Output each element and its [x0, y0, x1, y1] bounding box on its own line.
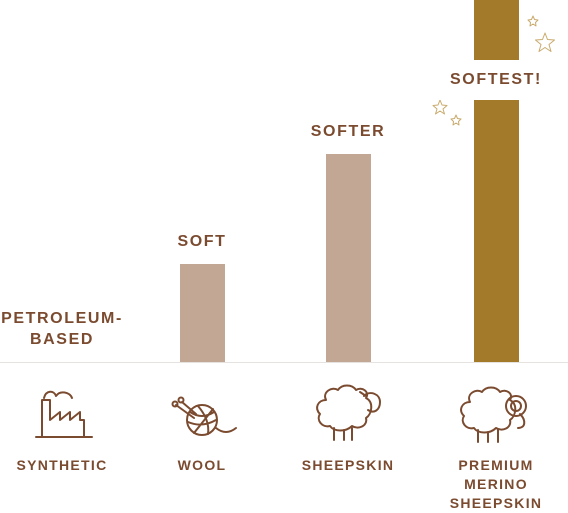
factory-icon — [35, 390, 93, 438]
yarn-icon — [171, 396, 237, 436]
bar-label: PETROLEUM-BASED — [1, 310, 123, 348]
bar-label: SOFT — [177, 233, 227, 250]
sheep-icon — [316, 384, 381, 441]
x-tick-label: WOOL — [177, 457, 227, 473]
baseline — [0, 362, 568, 363]
bar-label: SOFTEST! — [429, 60, 563, 100]
x-tick-label: SYNTHETIC — [16, 457, 108, 473]
x-tick-label: SHEEPSKIN — [301, 457, 395, 473]
bar — [179, 264, 225, 362]
stars — [432, 15, 555, 126]
bar — [325, 154, 371, 362]
merino-icon — [460, 386, 527, 443]
x-tick-label: PREMIUM MERINO SHEEPSKIN — [449, 457, 543, 511]
bar — [473, 0, 519, 362]
bar-label: SOFTER — [310, 123, 386, 140]
